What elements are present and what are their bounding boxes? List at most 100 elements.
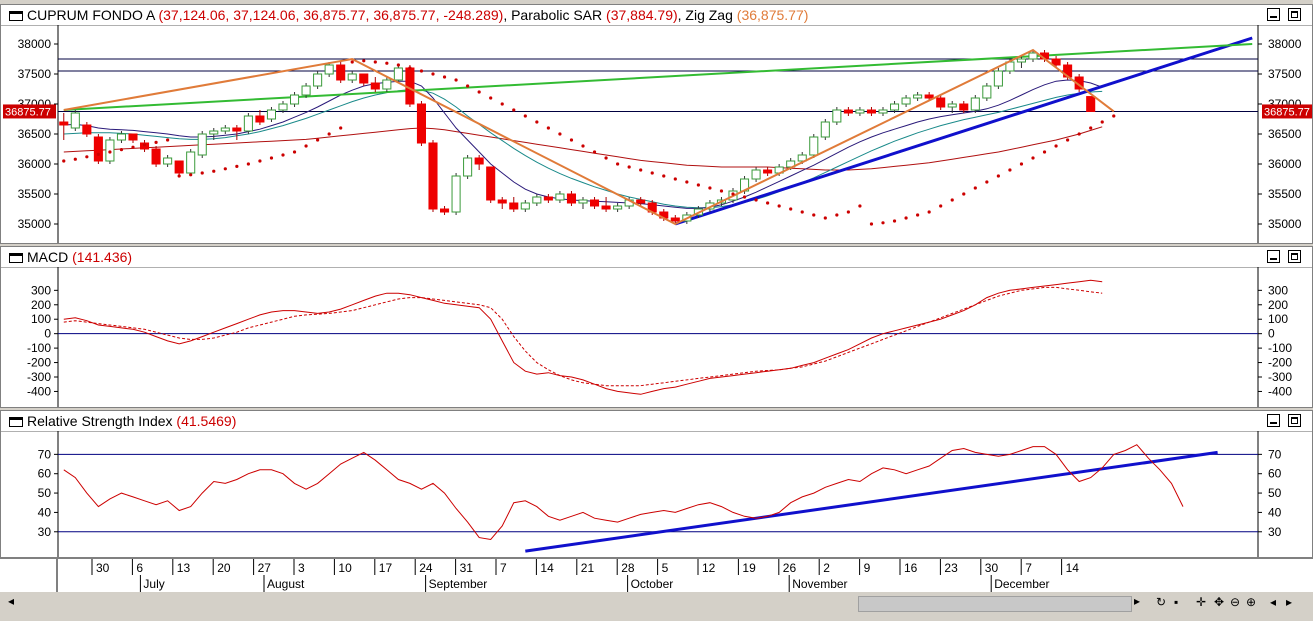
candle-body: [128, 133, 138, 141]
time-axis: 30 6 13 20 27 3 10 17 24 31 7 14 21 28 5 12 19 26 2 9 16 23 30…: [0, 558, 1313, 593]
zigzag-line: [63, 48, 1115, 226]
sar-dot: [419, 69, 424, 73]
candle-body: [209, 130, 219, 135]
medium-moving-average: [63, 89, 1103, 209]
sar-dot: [916, 213, 920, 217]
sar-dot: [108, 150, 112, 154]
candle-body: [670, 217, 680, 222]
zoom-out-icon[interactable]: ⊖: [1230, 595, 1241, 609]
scroll-left-icon[interactable]: ◂: [8, 594, 15, 608]
candle-body: [116, 133, 127, 141]
sar-dot: [512, 108, 516, 112]
candle-body: [959, 103, 969, 111]
rsi-line: [63, 444, 1184, 541]
y-tick-label-left: 300: [31, 283, 51, 297]
sar-dot: [1089, 126, 1093, 130]
maximize-button[interactable]: [1288, 8, 1301, 21]
candle-body: [509, 202, 519, 210]
sar-label: , Parabolic SAR: [503, 7, 603, 23]
sar-dot: [581, 144, 585, 148]
sar-dot: [489, 96, 493, 100]
y-tick-label-left: 35500: [18, 187, 52, 201]
sar-dot: [396, 63, 400, 67]
next-page-icon[interactable]: ▸: [1286, 595, 1293, 609]
maximize-button[interactable]: [1288, 250, 1301, 263]
sar-dot: [212, 169, 216, 173]
day-tick-label: 17: [379, 561, 393, 575]
candle-body: [1016, 58, 1027, 63]
sar-dot: [1031, 156, 1035, 160]
sar-dot: [523, 114, 527, 118]
crosshair-icon[interactable]: ✛: [1196, 595, 1207, 609]
zoom-in-icon[interactable]: ⊕: [1246, 595, 1257, 609]
y-tick-label-left: -100: [27, 341, 51, 355]
candle-body: [255, 115, 265, 123]
sar-dot: [662, 174, 666, 178]
candle-body: [463, 157, 473, 177]
candle-body: [301, 85, 311, 96]
month-label: October: [631, 577, 674, 591]
sar-dot: [777, 204, 781, 208]
sar-value: (37,884.79): [606, 7, 678, 23]
first-page-icon[interactable]: ◂: [1270, 595, 1277, 609]
horizontal-scrollbar[interactable]: [858, 596, 1132, 612]
y-tick-label-left: 50: [38, 486, 52, 500]
cycle-icon[interactable]: ↻: [1156, 595, 1167, 609]
sar-dot: [362, 59, 366, 63]
candle-body: [163, 157, 173, 165]
sar-dot: [985, 180, 989, 184]
y-tick-label-left: 40: [38, 505, 52, 519]
last-value-label-right: 36875.77: [1264, 106, 1310, 118]
price-chart: 35000 35000 35500 35500 36000 36000 36500 36500…: [3, 25, 1312, 243]
sar-dot: [1100, 120, 1104, 124]
candle-body: [70, 112, 80, 129]
sar-dot: [258, 159, 262, 163]
minimize-button[interactable]: [1267, 414, 1280, 427]
minimize-button[interactable]: [1267, 8, 1280, 21]
day-tick-label: 26: [783, 561, 797, 575]
candle-body: [93, 136, 103, 162]
y-tick-label-right: 300: [1268, 283, 1288, 297]
candle-body: [197, 133, 207, 156]
candle-body: [866, 109, 877, 114]
candle-body: [416, 103, 426, 144]
day-tick-label: 21: [581, 561, 595, 575]
candle-body: [220, 127, 230, 132]
scroll-right-icon[interactable]: ▸: [1134, 594, 1141, 608]
day-tick-label: 20: [217, 561, 231, 575]
day-tick-label: 12: [702, 561, 716, 575]
candle-body: [890, 103, 900, 111]
y-tick-label-right: 200: [1268, 298, 1288, 312]
minimize-button[interactable]: [1267, 250, 1280, 263]
candle-body: [913, 94, 923, 99]
ohlc-values: (37,124.06, 37,124.06, 36,875.77, 36,875…: [158, 7, 504, 23]
day-tick-label: 16: [904, 561, 918, 575]
sar-dot: [85, 155, 89, 159]
time-axis-svg: 30 6 13 20 27 3 10 17 24 31 7 14 21 28 5 12 19 26 2 9 16 23 30…: [56, 559, 1080, 593]
green-trendline: [63, 43, 1253, 111]
maximize-button[interactable]: [1288, 414, 1301, 427]
day-tick-label: 3: [298, 561, 305, 575]
move-icon[interactable]: ✥: [1214, 595, 1225, 609]
period-icon[interactable]: ▪: [1174, 595, 1179, 609]
candle-body: [878, 109, 888, 114]
candle-body: [393, 67, 403, 81]
day-tick-label: 14: [1066, 561, 1080, 575]
candle-body: [151, 148, 161, 165]
rsi-trendline: [525, 450, 1218, 553]
candle-body: [566, 193, 577, 204]
y-tick-label-left: 200: [31, 298, 51, 312]
macd-value: (141.436): [72, 249, 133, 265]
sar-dot: [166, 138, 170, 142]
y-tick-label-right: 35000: [1268, 217, 1302, 231]
candle-body: [982, 85, 992, 99]
sar-dot: [858, 204, 862, 208]
candle-body: [578, 199, 588, 204]
candle-body: [820, 121, 830, 138]
sar-dot: [189, 173, 193, 177]
long-moving-average: [63, 126, 1103, 171]
sar-dot: [466, 84, 470, 88]
last-value-label-left-bg: [3, 104, 56, 119]
candle-body: [370, 82, 380, 90]
